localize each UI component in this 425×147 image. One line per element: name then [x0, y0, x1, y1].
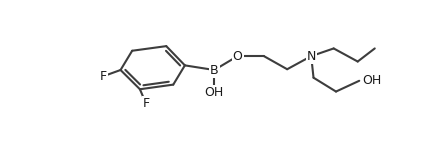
Text: N: N: [306, 50, 316, 63]
Text: O: O: [232, 50, 243, 63]
Text: F: F: [142, 97, 150, 110]
Text: OH: OH: [363, 74, 382, 87]
Text: B: B: [210, 64, 218, 76]
Text: F: F: [100, 70, 107, 83]
Text: OH: OH: [205, 86, 224, 99]
